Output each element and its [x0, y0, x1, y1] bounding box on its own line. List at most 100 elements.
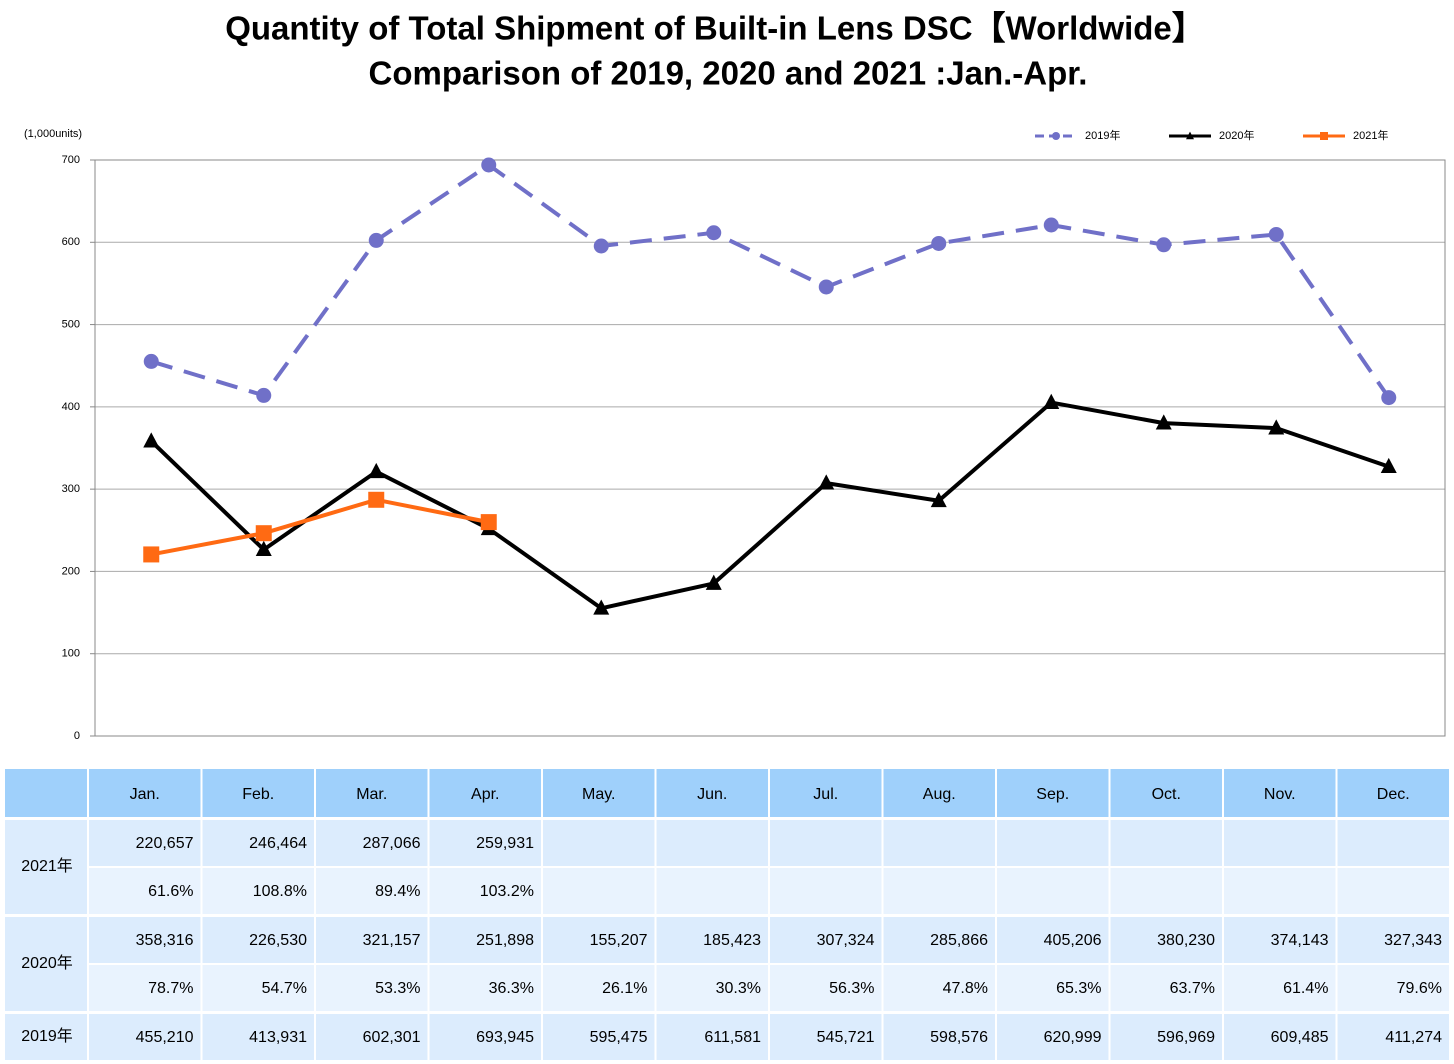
table-header: Aug.	[923, 786, 956, 803]
table-cell	[770, 820, 882, 866]
table-value: 411,274	[1385, 1029, 1442, 1046]
table-cell	[1110, 965, 1222, 1011]
table-value: 79.6%	[1397, 980, 1442, 997]
table-header-cell	[770, 769, 882, 817]
table-cell	[1337, 1014, 1449, 1060]
y-tick-label: 500	[62, 318, 80, 330]
table-value: 259,931	[476, 835, 534, 852]
table-header-cell	[1110, 769, 1222, 817]
data-point	[480, 514, 497, 531]
table-value: 413,931	[249, 1029, 307, 1046]
row-header-cell	[5, 820, 87, 914]
data-point	[1156, 237, 1172, 253]
table-header: Apr.	[471, 786, 499, 803]
series-line	[150, 162, 1391, 399]
table-value: 63.7%	[1170, 980, 1215, 997]
table-header: Jul.	[813, 786, 838, 803]
table-cell	[656, 868, 768, 914]
table-value: 251,898	[476, 932, 534, 949]
y-tick-label: 300	[62, 483, 80, 495]
table-cell	[770, 917, 882, 963]
data-point	[818, 474, 835, 490]
data-point	[1043, 217, 1059, 233]
table-value: 327,343	[1384, 932, 1442, 949]
table-value: 596,969	[1157, 1029, 1215, 1046]
legend-marker	[1320, 132, 1328, 140]
y-tick-label: 0	[74, 730, 80, 742]
table-cell	[656, 965, 768, 1011]
table-header-cell	[89, 769, 201, 817]
table-value: 595,475	[590, 1029, 648, 1046]
table-cell	[770, 1014, 882, 1060]
table-value: 185,423	[703, 932, 761, 949]
table-cell	[429, 965, 541, 1011]
data-point	[256, 387, 272, 403]
row-header-cell	[5, 917, 87, 1011]
data-point	[593, 238, 609, 254]
table-header-cell	[543, 769, 655, 817]
table-cell	[883, 1014, 995, 1060]
table-cell	[1337, 820, 1449, 866]
y-tick-label: 700	[62, 154, 80, 166]
table-cell	[1224, 868, 1336, 914]
table-value: 61.6%	[148, 883, 193, 900]
table-value: 89.4%	[375, 883, 420, 900]
table-cell	[202, 917, 314, 963]
table-cell	[429, 1014, 541, 1060]
table-value: 47.8%	[943, 980, 988, 997]
table-cell	[656, 820, 768, 866]
y-tick-label: 600	[62, 236, 80, 248]
table-value: 307,324	[817, 932, 875, 949]
table-cell	[656, 917, 768, 963]
table-value: 226,530	[249, 932, 307, 949]
table-value: 78.7%	[148, 980, 193, 997]
y-tick-label: 200	[62, 565, 80, 577]
table-header: Nov.	[1264, 786, 1296, 803]
table-cell	[1224, 1014, 1336, 1060]
legend-label: 2019年	[1085, 128, 1120, 142]
table-header-cell	[883, 769, 995, 817]
chart-subtitle: Comparison of 2019, 2020 and 2021 :Jan.-…	[369, 55, 1088, 92]
table-cell	[543, 965, 655, 1011]
data-point	[255, 525, 272, 542]
table-cell	[770, 965, 882, 1011]
table-value: 246,464	[249, 835, 307, 852]
data-point	[1380, 457, 1397, 474]
table-value: 36.3%	[489, 980, 534, 997]
table-cell	[543, 820, 655, 866]
data-point	[930, 491, 947, 508]
table-cell	[1110, 917, 1222, 963]
legend-marker	[1052, 132, 1060, 140]
table-value: 220,657	[136, 835, 194, 852]
y-tick-label: 400	[62, 401, 80, 413]
table-value: 620,999	[1044, 1029, 1102, 1046]
table-header-cell	[316, 769, 428, 817]
data-point	[1268, 226, 1284, 242]
table-cell	[89, 1014, 201, 1060]
table-header-cell	[1224, 769, 1336, 817]
data-point	[818, 279, 834, 295]
data-point	[368, 462, 385, 479]
table-header: Feb.	[242, 786, 274, 803]
table-cell	[316, 868, 428, 914]
table-header: Mar.	[356, 786, 387, 803]
table-cell	[1337, 917, 1449, 963]
table-value: 285,866	[930, 932, 988, 949]
legend-marker	[1186, 131, 1194, 140]
table-value: 405,206	[1044, 932, 1102, 949]
data-point	[368, 232, 384, 248]
table-value: 602,301	[363, 1029, 421, 1046]
data-point	[143, 353, 159, 369]
data-point	[1268, 419, 1285, 435]
table-cell	[316, 1014, 428, 1060]
table-value: 53.3%	[375, 980, 420, 997]
y-tick-label: 100	[62, 648, 80, 660]
table-value: 61.4%	[1283, 980, 1328, 997]
table-cell	[883, 917, 995, 963]
table-cell	[997, 1014, 1109, 1060]
table-header: Jan.	[130, 786, 160, 803]
series-line	[149, 400, 1390, 611]
table-cell	[1337, 965, 1449, 1011]
